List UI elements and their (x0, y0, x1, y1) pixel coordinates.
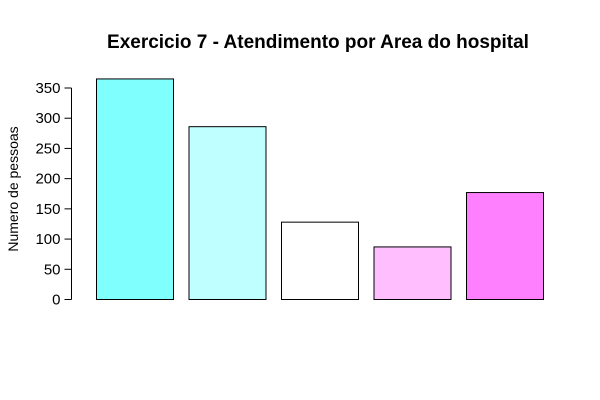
y-tick-label: 150 (35, 201, 60, 218)
y-tick-label: 0 (52, 292, 60, 309)
y-tick-label: 100 (35, 231, 60, 248)
y-tick-label: 50 (44, 261, 61, 278)
bar (466, 192, 544, 300)
y-tick-label: 350 (35, 80, 60, 97)
bar (281, 221, 359, 300)
bar (96, 78, 174, 300)
y-tick-label: 300 (35, 110, 60, 127)
bars (96, 78, 544, 300)
bar (373, 246, 452, 300)
y-axis-label: Numero de pessoas (5, 126, 21, 251)
y-tick-label: 200 (35, 171, 60, 188)
chart-title: Exercicio 7 - Atendimento por Area do ho… (107, 32, 529, 53)
y-axis-ticks: 0 50 100 150 200 250 300 350 (35, 80, 72, 309)
y-tick-label: 250 (35, 140, 60, 157)
bar (188, 126, 267, 300)
